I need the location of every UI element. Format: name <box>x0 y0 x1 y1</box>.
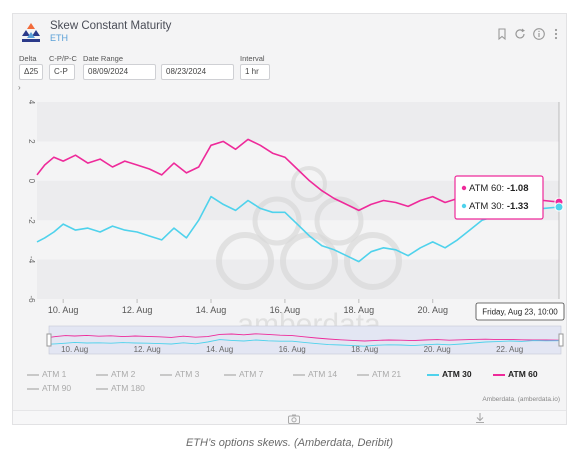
legend-swatch <box>27 387 39 390</box>
legend-label: ATM 90 <box>42 383 72 393</box>
tooltip-row-value: -1.33 <box>507 201 529 212</box>
interval-select[interactable]: 1 hr <box>240 64 270 80</box>
legend-item-atm-2[interactable]: ATM 2 <box>96 369 135 379</box>
navigator-series <box>48 339 562 347</box>
y-tick-label: -2 <box>27 217 36 225</box>
navigator-tick-label: 18. Aug <box>351 345 378 354</box>
plot-band <box>37 102 559 142</box>
navigator-tick-label: 12. Aug <box>134 345 161 354</box>
navigator-tick-label: 20. Aug <box>424 345 451 354</box>
navigator-tick-label: 22. Aug <box>496 345 523 354</box>
legend-item-atm-21[interactable]: ATM 21 <box>357 369 401 379</box>
x-tick-label: 20. Aug <box>417 305 448 315</box>
y-tick-label: -6 <box>27 295 36 303</box>
navigator-handle-right[interactable] <box>558 333 564 347</box>
delta-label: Delta <box>19 54 37 63</box>
legend-item-atm-90[interactable]: ATM 90 <box>27 383 71 393</box>
legend-label: ATM 14 <box>308 369 338 379</box>
chart-credit: Amberdata. (amberdata.io) <box>482 396 560 403</box>
tooltip-row-label: ATM 60: -1.08 <box>469 183 529 194</box>
tooltip-dot <box>461 185 467 191</box>
info-icon[interactable] <box>532 27 546 41</box>
download-icon[interactable] <box>474 412 486 424</box>
cpp-label: C-P/P-C <box>49 54 77 63</box>
legend-swatch <box>493 373 505 376</box>
figure-caption: ETH’s options skews. (Amberdata, Deribit… <box>185 437 394 449</box>
tooltip-dot <box>461 203 467 209</box>
x-tick-label: 16. Aug <box>270 305 301 315</box>
navigator-tick-label: 14. Aug <box>206 345 233 354</box>
legend-swatch <box>96 387 108 390</box>
camera-icon[interactable] <box>287 413 301 425</box>
x-tick-label: 12. Aug <box>122 305 153 315</box>
refresh-icon[interactable] <box>513 27 527 41</box>
chart-canvas: amberdata 420-2-4-6 10. Aug 12. Aug 14. Au… <box>27 100 565 355</box>
x-tick-label: 18. Aug <box>344 305 375 315</box>
y-tick-label: 2 <box>27 139 36 144</box>
widget-title: Skew Constant Maturity <box>50 20 172 32</box>
legend-label: ATM 2 <box>111 369 136 379</box>
legend-item-atm-60[interactable]: ATM 60 <box>493 369 538 379</box>
legend-label: ATM 21 <box>372 369 402 379</box>
legend-swatch <box>357 373 369 376</box>
y-tick-label: 0 <box>27 179 36 184</box>
legend-label: ATM 7 <box>239 369 264 379</box>
end-date-input[interactable]: 08/23/2024 <box>161 64 234 80</box>
amberdata-logo-icon <box>22 23 40 42</box>
legend-item-atm-180[interactable]: ATM 180 <box>96 383 145 393</box>
legend-item-atm-1[interactable]: ATM 1 <box>27 369 66 379</box>
x-tick-label: 14. Aug <box>196 305 227 315</box>
y-tick-label: -4 <box>27 256 36 264</box>
widget-header: Skew Constant Maturity ETH <box>13 14 566 54</box>
more-menu-icon[interactable] <box>549 27 563 41</box>
legend-label: ATM 30 <box>442 369 472 379</box>
navigator-range[interactable] <box>48 325 562 355</box>
legend-item-atm-14[interactable]: ATM 14 <box>293 369 337 379</box>
plot-band <box>37 259 559 299</box>
tooltip-row-value: -1.08 <box>507 183 529 194</box>
legend-swatch <box>427 373 439 376</box>
legend-swatch <box>224 373 236 376</box>
legend-item-atm-3[interactable]: ATM 3 <box>160 369 199 379</box>
series-line-atm-30 <box>36 195 560 263</box>
cpp-select[interactable]: C-P <box>49 64 75 80</box>
date-range-label: Date Range <box>83 54 124 63</box>
navigator-tick-label: 16. Aug <box>279 345 306 354</box>
legend-label: ATM 1 <box>42 369 67 379</box>
date-tooltip: Friday, Aug 23, 10:00 <box>475 302 565 321</box>
legend-swatch <box>293 373 305 376</box>
expand-chevron-icon[interactable]: › <box>18 83 21 92</box>
interval-label: Interval <box>240 54 265 63</box>
series-tooltip: ATM 60: -1.08 ATM 30: -1.33 <box>454 175 544 220</box>
chart-widget: Skew Constant Maturity ETH Delta Δ25 C-P… <box>12 13 567 425</box>
start-date-input[interactable]: 08/09/2024 <box>83 64 156 80</box>
date-tooltip-text: Friday, Aug 23, 10:00 <box>482 308 558 317</box>
bookmark-icon[interactable] <box>495 27 509 41</box>
legend-label: ATM 60 <box>508 369 538 379</box>
tooltip-row-label: ATM 30: -1.33 <box>469 201 529 212</box>
y-tick-label: 4 <box>27 100 36 105</box>
legend-swatch <box>96 373 108 376</box>
legend-swatch <box>27 373 39 376</box>
navigator-handle-left[interactable] <box>46 333 52 347</box>
widget-footer <box>13 410 566 425</box>
legend-swatch <box>160 373 172 376</box>
widget-subtitle: ETH <box>50 33 68 43</box>
legend-label: ATM 3 <box>175 369 200 379</box>
navigator-series <box>48 333 562 342</box>
delta-select[interactable]: Δ25 <box>19 64 43 80</box>
x-tick-label: 10. Aug <box>48 305 79 315</box>
legend-item-atm-30[interactable]: ATM 30 <box>427 369 472 379</box>
hover-point <box>554 202 564 212</box>
legend-label: ATM 180 <box>111 383 145 393</box>
navigator-tick-label: 10. Aug <box>61 345 88 354</box>
legend-item-atm-7[interactable]: ATM 7 <box>224 369 263 379</box>
